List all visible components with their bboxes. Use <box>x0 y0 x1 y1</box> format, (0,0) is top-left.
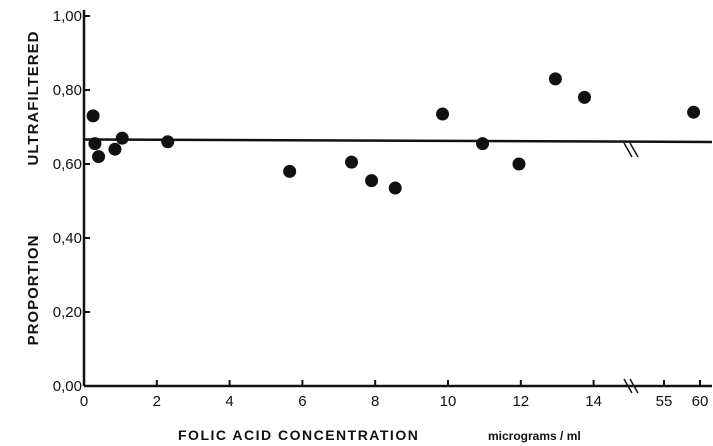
y-axis-title-upper: ULTRAFILTERED <box>25 31 42 166</box>
x-tick-label: 0 <box>80 393 88 410</box>
axis-break-mark <box>623 142 639 394</box>
data-point <box>115 131 129 145</box>
x-ticks: 0 2 4 6 8 10 12 14 55 60 <box>80 380 709 410</box>
y-tick-label: 0,60 <box>53 156 82 173</box>
data-point <box>88 137 102 151</box>
data-point <box>365 174 379 188</box>
data-point <box>108 142 122 156</box>
data-point <box>283 164 297 178</box>
data-point <box>436 107 450 121</box>
data-point <box>476 137 490 151</box>
y-ticks: 0,00 0,20 0,40 0,60 0,80 1,00 <box>53 8 90 395</box>
x-tick-label: 12 <box>512 393 529 410</box>
x-axis-title: FOLIC ACID CONCENTRATION <box>178 427 419 443</box>
y-tick-label: 0,80 <box>53 82 82 99</box>
x-axis-unit: micrograms / ml <box>488 429 581 443</box>
mean-line <box>83 138 713 144</box>
data-points <box>86 72 701 195</box>
x-tick-label-broken: 60 <box>692 393 709 410</box>
data-point <box>86 109 100 123</box>
data-point <box>687 105 701 119</box>
y-tick-label: 0,20 <box>53 304 82 321</box>
x-tick-label: 6 <box>298 393 306 410</box>
data-point <box>512 157 526 171</box>
data-point <box>92 150 106 164</box>
data-point <box>345 155 359 169</box>
y-tick-label: 0,00 <box>53 378 82 395</box>
x-tick-label: 2 <box>153 393 161 410</box>
x-tick-label-broken: 55 <box>656 393 673 410</box>
y-tick-label: 0,40 <box>53 230 82 247</box>
data-point <box>388 181 402 195</box>
y-tick-label: 1,00 <box>53 8 82 25</box>
x-tick-label: 14 <box>585 393 602 410</box>
x-tick-label: 8 <box>371 393 379 410</box>
y-axis-title-lower: PROPORTION <box>25 235 42 346</box>
axes <box>82 10 712 394</box>
x-tick-label: 10 <box>440 393 457 410</box>
data-point <box>548 72 562 86</box>
data-point <box>578 90 591 104</box>
data-point <box>161 135 175 149</box>
x-tick-label: 4 <box>225 393 233 410</box>
